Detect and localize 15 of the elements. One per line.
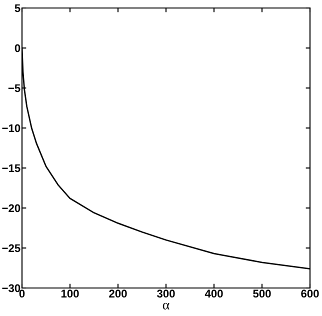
y-tick-label: 0 (14, 44, 20, 52)
y-tick-label: −25 (2, 244, 20, 252)
x-tick-label: 600 (301, 290, 319, 298)
y-tick-label: −5 (8, 84, 20, 92)
x-tick-label: 300 (156, 290, 175, 298)
x-axis-title: α (162, 302, 170, 310)
x-tick-label: 100 (61, 290, 79, 298)
y-tick-label: −15 (2, 164, 20, 172)
y-tick-label: −20 (2, 204, 20, 212)
y-tick-label: 5 (14, 4, 20, 12)
x-tick-label: 500 (253, 290, 271, 298)
y-tick-label: −30 (2, 284, 20, 292)
x-tick-label: 400 (204, 290, 223, 298)
y-tick-label: −10 (2, 124, 20, 132)
x-tick-label: 200 (109, 290, 127, 298)
